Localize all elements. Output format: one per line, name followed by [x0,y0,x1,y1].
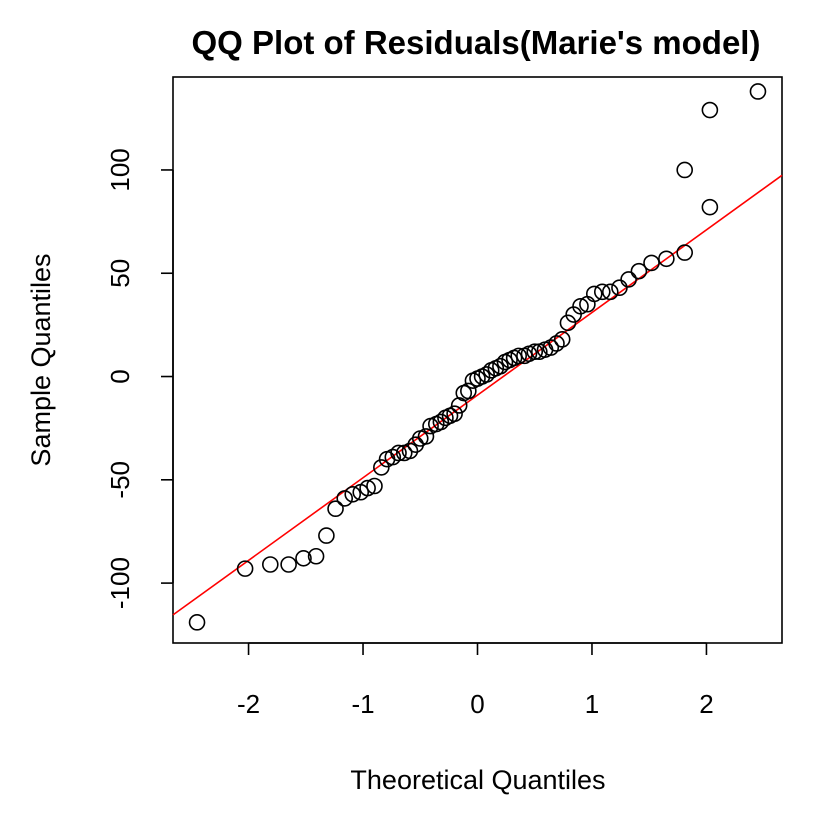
data-point [658,250,675,268]
data-point [630,262,648,280]
x-tick-label: 1 [585,689,599,719]
data-point [585,285,603,303]
x-tick-label: -1 [351,689,374,719]
data-point [336,490,354,507]
data-point [620,271,637,288]
data-point [601,283,619,301]
data-point [478,366,495,383]
data-point [344,485,362,503]
data-point [701,198,719,216]
y-axis: -100 -50 0 50 100 [105,148,174,609]
data-point [460,382,477,400]
data-point [432,413,450,431]
data-point [401,442,419,460]
data-point [611,279,628,297]
y-tick-label: -100 [105,557,135,609]
data-point [542,339,560,356]
plot-area [172,83,783,631]
y-tick-label: 50 [105,259,135,288]
plot-frame [172,76,783,644]
data-point [510,347,528,365]
data-point [676,244,693,261]
data-point [417,428,435,445]
data-point [593,283,611,301]
x-tick-label: -2 [237,689,260,719]
data-point [526,343,544,361]
data-point [359,479,376,497]
data-point [749,83,767,100]
data-point [446,405,463,423]
x-axis: -2 -1 0 1 2 [237,642,714,719]
data-point [559,314,577,332]
x-tick-label: 2 [699,689,713,719]
data-point [373,459,390,476]
y-axis-label: Sample Quantiles [26,253,56,466]
y-tick-label: 0 [105,369,135,383]
data-point [366,477,383,495]
data-point [572,297,589,315]
data-point [553,331,571,348]
x-axis-label: Theoretical Quantiles [350,765,605,795]
x-tick-label: 0 [470,689,484,719]
data-point [307,547,325,565]
data-point [676,161,693,179]
data-point [236,560,254,577]
data-point [384,448,402,466]
data-point [295,550,312,567]
data-point [701,101,719,119]
y-tick-label: -50 [105,461,135,499]
chart-title: QQ Plot of Residuals(Marie's model) [192,24,761,61]
data-point [318,527,335,544]
data-point [548,335,565,352]
data-point [492,357,509,375]
reference-line [172,174,783,616]
data-point [280,556,297,573]
data-point [188,614,206,631]
data-point [390,444,407,462]
data-point [262,556,279,573]
data-point [327,500,344,518]
y-tick-label: 100 [105,148,135,191]
data-point [643,254,660,272]
